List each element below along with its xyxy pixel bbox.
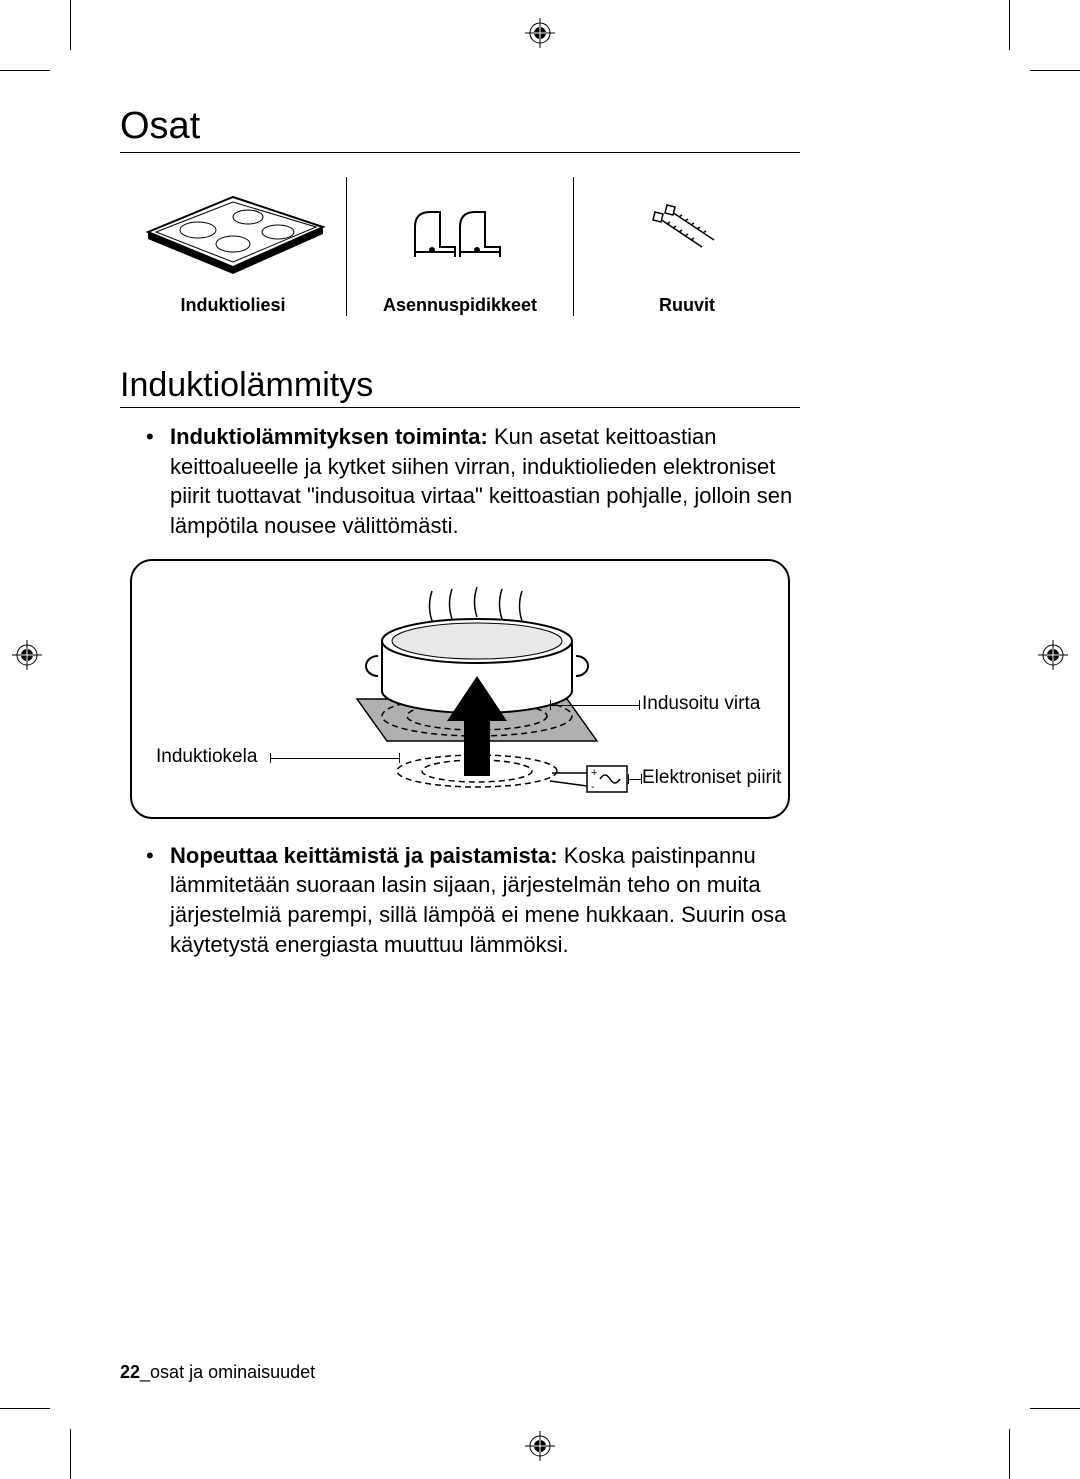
- part-label: Induktioliesi: [130, 295, 336, 316]
- induction-diagram: + - Induktiokela Indusoitu virta Elektro…: [130, 559, 790, 819]
- section-title-osat: Osat: [120, 105, 800, 153]
- callout-coil: Induktiokela: [156, 746, 257, 768]
- svg-text:-: -: [591, 781, 595, 793]
- crop-mark: [70, 0, 71, 50]
- brackets-icon: [357, 177, 563, 287]
- crop-mark: [1009, 0, 1010, 50]
- callout-tick: [639, 700, 640, 710]
- parts-row: Induktioliesi Asennuspidikkeet: [120, 177, 800, 316]
- paragraph-faster: Nopeuttaa keittämistä ja paistamista: Ko…: [120, 841, 800, 960]
- registration-mark-icon: [525, 1431, 555, 1461]
- para-bold: Induktiolämmityksen toiminta:: [170, 424, 488, 449]
- callout-line: [628, 779, 642, 780]
- callout-circuits: Elektroniset piirit: [642, 767, 781, 789]
- callout-tick: [550, 700, 551, 710]
- svg-text:+: +: [591, 767, 597, 779]
- registration-mark-icon: [1038, 640, 1068, 670]
- crop-mark: [70, 1429, 71, 1479]
- callout-tick: [399, 753, 400, 763]
- paragraph-operation: Induktiolämmityksen toiminta: Kun asetat…: [120, 422, 800, 541]
- registration-mark-icon: [525, 18, 555, 48]
- callout-line: [270, 758, 400, 759]
- part-cell-hob: Induktioliesi: [120, 177, 347, 316]
- footer-sep: _: [140, 1362, 150, 1382]
- crop-mark: [1009, 1429, 1010, 1479]
- crop-mark: [0, 1408, 50, 1409]
- callout-current: Indusoitu virta: [642, 693, 760, 715]
- page-number: 22: [120, 1362, 140, 1382]
- part-label: Ruuvit: [584, 295, 790, 316]
- crop-mark: [1030, 1408, 1080, 1409]
- screws-icon: [584, 177, 790, 287]
- section-title-induction: Induktiolämmitys: [120, 366, 800, 408]
- part-cell-brackets: Asennuspidikkeet: [347, 177, 574, 316]
- callout-tick: [270, 753, 271, 763]
- callout-tick: [628, 774, 629, 784]
- para-bold: Nopeuttaa keittämistä ja paistamista:: [170, 843, 558, 868]
- crop-mark: [1030, 70, 1080, 71]
- crop-mark: [0, 70, 50, 71]
- part-label: Asennuspidikkeet: [357, 295, 563, 316]
- page-footer: 22_osat ja ominaisuudet: [120, 1362, 315, 1383]
- callout-tick: [641, 774, 642, 784]
- footer-text: osat ja ominaisuudet: [150, 1362, 315, 1382]
- callout-line: [550, 705, 640, 706]
- part-cell-screws: Ruuvit: [574, 177, 800, 316]
- registration-mark-icon: [12, 640, 42, 670]
- hob-icon: [130, 177, 336, 287]
- page-content: Osat Induktioliesi: [120, 105, 800, 978]
